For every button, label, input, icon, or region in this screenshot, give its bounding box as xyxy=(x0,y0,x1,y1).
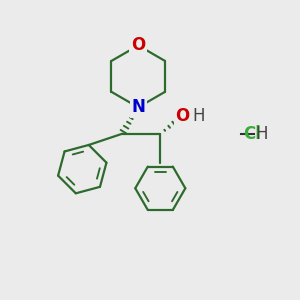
Text: O: O xyxy=(131,37,145,55)
Text: H: H xyxy=(255,125,268,143)
Text: Cl: Cl xyxy=(243,125,261,143)
Text: H: H xyxy=(192,107,205,125)
Text: O: O xyxy=(175,107,190,125)
Text: N: N xyxy=(131,98,145,116)
